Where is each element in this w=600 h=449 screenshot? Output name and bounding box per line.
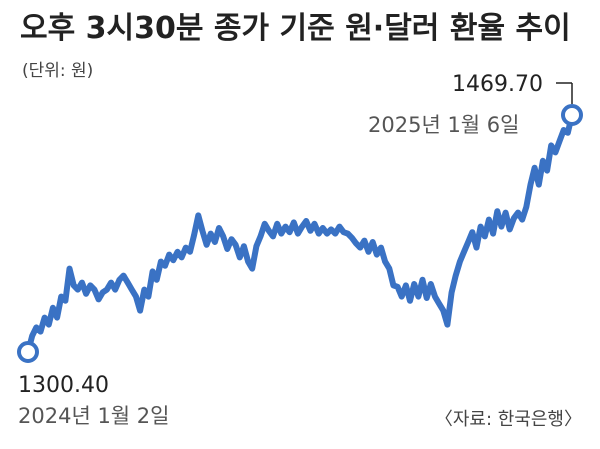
exchange-rate-line [25,112,575,355]
chart-title: 오후 3시30분 종가 기준 원·달러 환율 추이 [20,11,571,46]
unit-label: (단위: 원) [22,61,93,81]
source-note: 〈자료: 한국은행〉 [435,409,582,430]
start-date-label: 2024년 1월 2일 [18,404,169,428]
start-point-marker [17,341,39,363]
end-date-label: 2025년 1월 6일 [368,113,519,137]
start-value-label: 1300.40 [18,373,109,398]
end-point-marker [561,104,583,126]
end-value-label: 1469.70 [452,72,543,97]
plot-area [17,104,583,363]
